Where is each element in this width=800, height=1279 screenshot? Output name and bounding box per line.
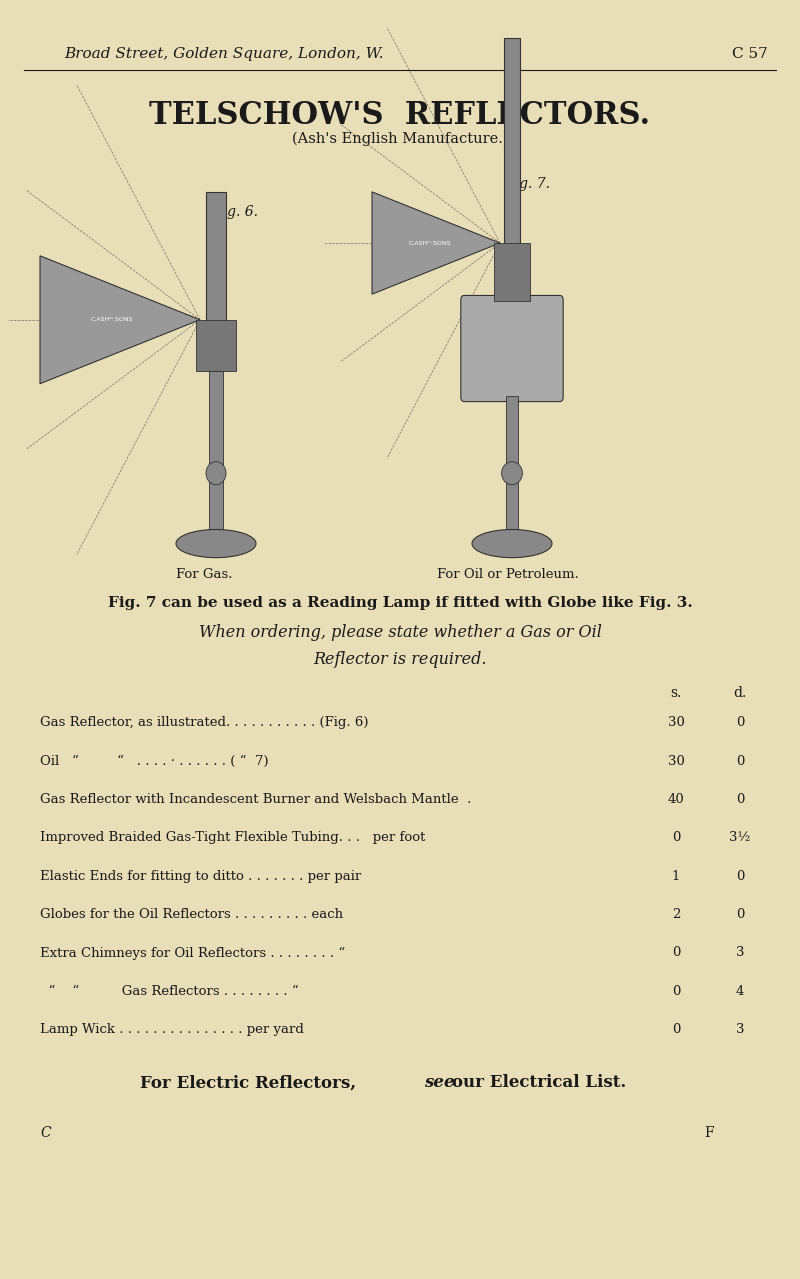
Text: Broad Street, Golden Square, London, W.: Broad Street, Golden Square, London, W.: [64, 47, 383, 61]
FancyBboxPatch shape: [461, 295, 563, 402]
Bar: [494, 243, 530, 301]
Text: Fig. 7.: Fig. 7.: [506, 177, 550, 191]
Text: Globes for the Oil Reflectors . . . . . . . . . each: Globes for the Oil Reflectors . . . . . …: [40, 908, 343, 921]
Text: Lamp Wick . . . . . . . . . . . . . . . per yard: Lamp Wick . . . . . . . . . . . . . . . …: [40, 1023, 304, 1036]
Text: When ordering, please state whether a Gas or Oil: When ordering, please state whether a Ga…: [198, 624, 602, 641]
Text: 0: 0: [672, 985, 680, 998]
Text: Gas Reflector, as illustrated. . . . . . . . . . . (Fig. 6): Gas Reflector, as illustrated. . . . . .…: [40, 716, 369, 729]
Text: C.ASHᵉᵎ.SONS: C.ASHᵉᵎ.SONS: [408, 240, 451, 246]
Ellipse shape: [206, 462, 226, 485]
Text: For Gas.: For Gas.: [176, 568, 232, 581]
Text: (Ash's English Manufacture.): (Ash's English Manufacture.): [292, 132, 508, 146]
Text: 30: 30: [667, 755, 685, 767]
Text: 0: 0: [672, 831, 680, 844]
Text: 0: 0: [736, 908, 744, 921]
Text: C: C: [40, 1126, 50, 1140]
Text: d.: d.: [734, 686, 746, 700]
Text: C.ASHᵉᵎ.SONS: C.ASHᵉᵎ.SONS: [90, 317, 134, 322]
Text: F: F: [704, 1126, 714, 1140]
Bar: [506, 396, 518, 537]
Ellipse shape: [472, 530, 552, 558]
Text: Extra Chimneys for Oil Reflectors . . . . . . . . “: Extra Chimneys for Oil Reflectors . . . …: [40, 946, 346, 959]
Text: 40: 40: [668, 793, 684, 806]
Text: our Electrical List.: our Electrical List.: [452, 1074, 626, 1091]
Ellipse shape: [176, 530, 256, 558]
Text: 2: 2: [672, 908, 680, 921]
Text: C 57: C 57: [732, 47, 768, 61]
Bar: [504, 38, 520, 294]
Text: Fig. 7 can be used as a Reading Lamp if fitted with Globe like Fig. 3.: Fig. 7 can be used as a Reading Lamp if …: [108, 596, 692, 610]
Text: Elastic Ends for fitting to ditto . . . . . . . per pair: Elastic Ends for fitting to ditto . . . …: [40, 870, 362, 883]
Bar: [206, 192, 226, 358]
Text: Fig. 6.: Fig. 6.: [214, 205, 258, 219]
Text: Reflector is required.: Reflector is required.: [314, 651, 486, 668]
Text: Gas Reflector with Incandescent Burner and Welsbach Mantle  .: Gas Reflector with Incandescent Burner a…: [40, 793, 471, 806]
Text: 0: 0: [736, 870, 744, 883]
Text: 4: 4: [736, 985, 744, 998]
Polygon shape: [372, 192, 500, 294]
Text: see: see: [424, 1074, 460, 1091]
Text: TELSCHOW'S  REFLECTORS.: TELSCHOW'S REFLECTORS.: [150, 100, 650, 130]
Text: 3: 3: [736, 1023, 744, 1036]
Bar: [196, 320, 236, 371]
Text: For Oil or Petroleum.: For Oil or Petroleum.: [437, 568, 579, 581]
Text: 30: 30: [667, 716, 685, 729]
Text: 0: 0: [672, 1023, 680, 1036]
Text: 3½: 3½: [730, 831, 750, 844]
Text: 0: 0: [736, 716, 744, 729]
Text: 0: 0: [736, 755, 744, 767]
Text: For Electric Reflectors,: For Electric Reflectors,: [140, 1074, 362, 1091]
Text: 3: 3: [736, 946, 744, 959]
Text: 1: 1: [672, 870, 680, 883]
Text: Improved Braided Gas-Tight Flexible Tubing. . .   per foot: Improved Braided Gas-Tight Flexible Tubi…: [40, 831, 426, 844]
Text: 0: 0: [672, 946, 680, 959]
Text: s.: s.: [670, 686, 682, 700]
Text: “    “          Gas Reflectors . . . . . . . . “: “ “ Gas Reflectors . . . . . . . . “: [40, 985, 298, 998]
Text: 0: 0: [736, 793, 744, 806]
Ellipse shape: [502, 462, 522, 485]
Bar: [209, 371, 223, 537]
Text: Oil   “         “   . . . . · . . . . . . ( “  7): Oil “ “ . . . . · . . . . . . ( “ 7): [40, 755, 269, 767]
Polygon shape: [40, 256, 200, 384]
